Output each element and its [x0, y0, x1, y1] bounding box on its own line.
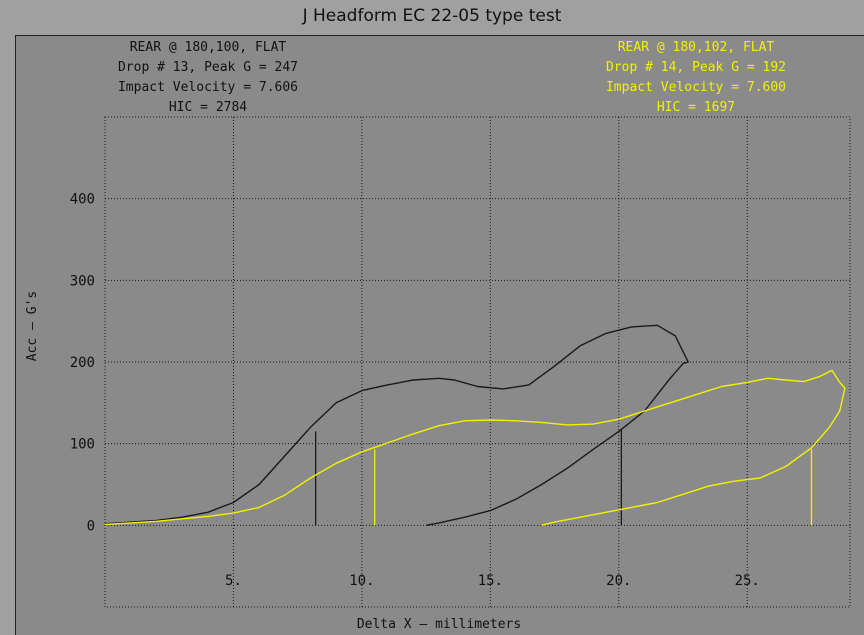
series-layer: [104, 324, 846, 526]
grid: [104, 116, 851, 608]
drop13-annotation: REAR @ 180,100, FLAT Drop # 13, Peak G =…: [118, 40, 298, 115]
chart-svg: 5. 10. 15. 20. 25. 0 100 200 300 400 Acc – G's De…: [25, 40, 851, 632]
plot-frame: 5. 10. 15. 20. 25. 0 100 200 300 400 Acc – G's De…: [15, 35, 864, 635]
tick-labels: 5. 10. 15. 20. 25. 0 100 200 300 400: [70, 192, 760, 589]
series-line-2: [104, 369, 846, 526]
y-tick-label: 400: [70, 192, 95, 208]
y-tick-label: 0: [87, 518, 95, 534]
series-line-1: [104, 324, 689, 526]
x-tick-label: 5.: [225, 573, 242, 589]
drop13-location: REAR @ 180,100, FLAT: [130, 40, 287, 55]
y-tick-label: 300: [70, 273, 95, 289]
drop14-peak: Drop # 14, Peak G = 192: [606, 60, 786, 75]
window-title: J Headform EC 22-05 type test: [302, 6, 562, 26]
x-tick-label: 15.: [478, 573, 503, 589]
y-axis-label: Acc – G's: [25, 291, 40, 361]
drop14-annotation: REAR @ 180,102, FLAT Drop # 14, Peak G =…: [606, 40, 786, 115]
x-tick-label: 20.: [606, 573, 631, 589]
x-axis-label: Delta X – millimeters: [357, 617, 521, 632]
drop14-location: REAR @ 180,102, FLAT: [618, 40, 775, 55]
drop13-peak: Drop # 13, Peak G = 247: [118, 60, 298, 75]
y-tick-label: 100: [70, 437, 95, 453]
drop14-hic: HIC = 1697: [657, 100, 735, 115]
drop13-velocity: Impact Velocity = 7.606: [118, 80, 298, 95]
y-tick-label: 200: [70, 355, 95, 371]
drop13-hic: HIC = 2784: [169, 100, 247, 115]
drop14-velocity: Impact Velocity = 7.600: [606, 80, 786, 95]
x-tick-label: 25.: [735, 573, 760, 589]
x-tick-label: 10.: [349, 573, 374, 589]
